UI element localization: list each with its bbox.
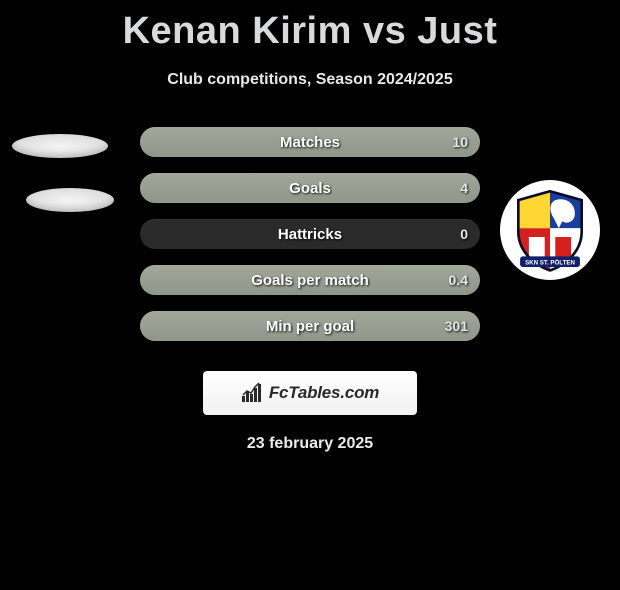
stat-row: Goals per match0.4 xyxy=(140,265,480,295)
brand-box: FcTables.com xyxy=(203,371,417,415)
stat-value-right: 0.4 xyxy=(449,265,468,295)
stat-label: Goals xyxy=(140,173,480,203)
bar-chart-icon xyxy=(241,382,263,404)
stat-label: Hattricks xyxy=(140,219,480,249)
subtitle: Club competitions, Season 2024/2025 xyxy=(0,71,620,89)
stat-row: Goals4 xyxy=(140,173,480,203)
left-ellipse-2 xyxy=(26,188,114,212)
stat-row: Matches10 xyxy=(140,127,480,157)
stat-value-right: 0 xyxy=(460,219,468,249)
club-badge: SKN ST. PÖLTEN xyxy=(500,180,600,280)
page-title: Kenan Kirim vs Just xyxy=(0,10,620,53)
stat-row: Hattricks0 xyxy=(140,219,480,249)
date-text: 23 february 2025 xyxy=(0,435,620,453)
stat-label: Goals per match xyxy=(140,265,480,295)
svg-text:SKN ST. PÖLTEN: SKN ST. PÖLTEN xyxy=(525,259,575,266)
stat-label: Min per goal xyxy=(140,311,480,341)
stat-value-right: 301 xyxy=(445,311,468,341)
club-crest-icon: SKN ST. PÖLTEN xyxy=(506,186,594,274)
left-ellipse-1 xyxy=(12,134,108,158)
stat-value-right: 10 xyxy=(452,127,468,157)
stat-row: Min per goal301 xyxy=(140,311,480,341)
brand-text: FcTables.com xyxy=(269,383,379,403)
stat-value-right: 4 xyxy=(460,173,468,203)
stat-label: Matches xyxy=(140,127,480,157)
